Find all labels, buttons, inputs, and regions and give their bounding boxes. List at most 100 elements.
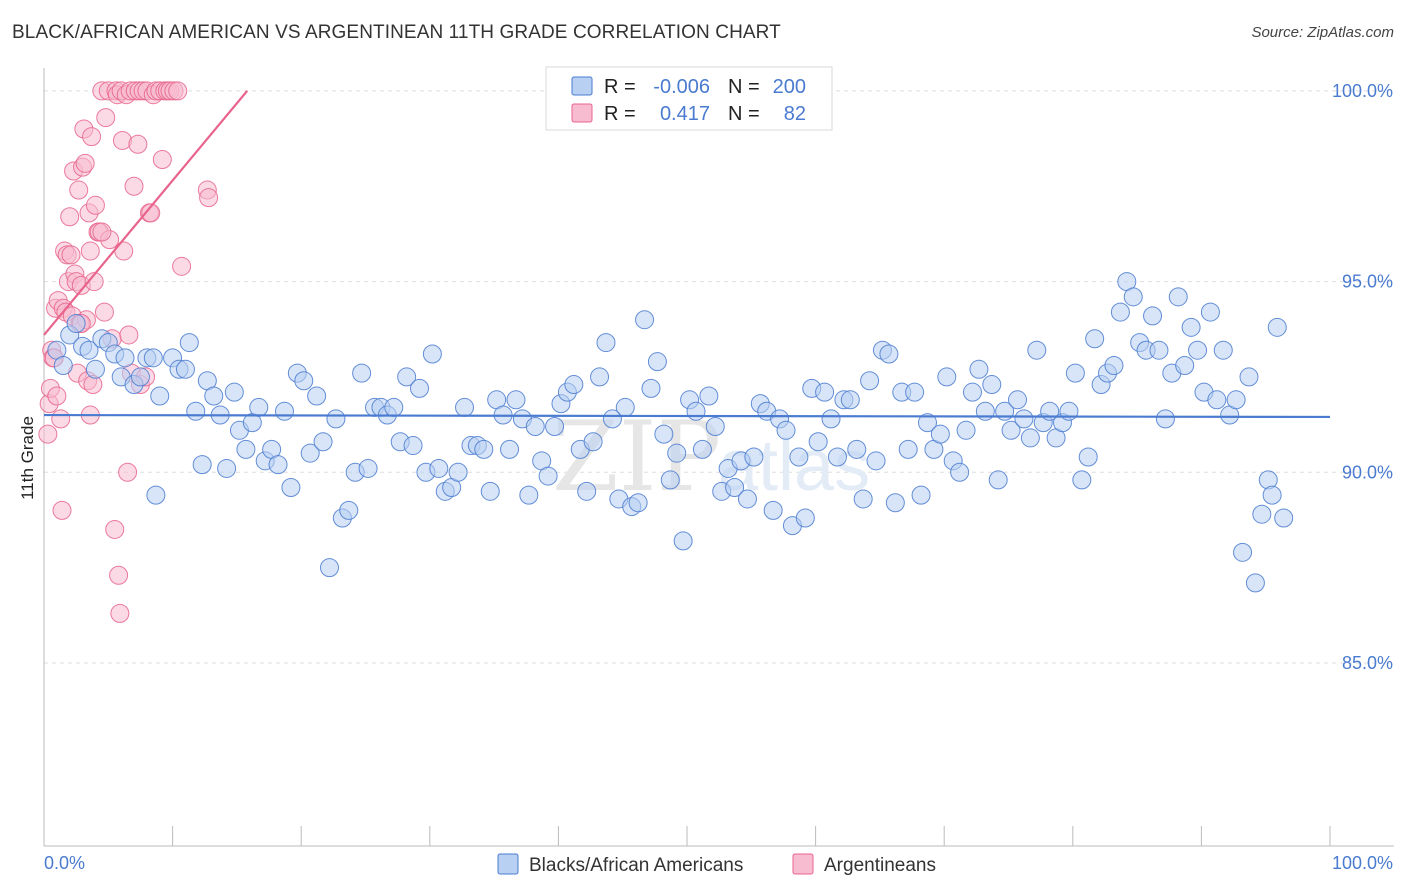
y-tick-label: 95.0% bbox=[1342, 272, 1393, 292]
blacks-point bbox=[602, 409, 622, 429]
argentineans-point bbox=[110, 603, 130, 623]
blacks-point bbox=[815, 382, 835, 402]
blacks-point bbox=[455, 397, 475, 417]
blacks-point bbox=[1008, 390, 1028, 410]
blacks-point bbox=[1065, 363, 1085, 383]
blacks-point bbox=[236, 439, 256, 459]
blacks-point bbox=[911, 485, 931, 505]
argentineans-trend-line bbox=[43, 90, 249, 336]
blacks-point bbox=[79, 340, 99, 360]
blacks-point bbox=[821, 409, 841, 429]
blacks-point bbox=[352, 363, 372, 383]
y-axis-title: 11th Grade bbox=[18, 416, 37, 500]
blacks-point bbox=[274, 401, 294, 421]
argentineans-point bbox=[128, 134, 148, 154]
blacks-point bbox=[905, 382, 925, 402]
blacks-point bbox=[422, 344, 442, 364]
blacks-point bbox=[217, 458, 237, 478]
blacks-point bbox=[917, 413, 937, 433]
blacks-point bbox=[1200, 302, 1220, 322]
x-tick-label-max: 100.0% bbox=[1332, 853, 1393, 873]
blacks-point bbox=[1085, 329, 1105, 349]
blacks-point bbox=[898, 439, 918, 459]
blacks-point bbox=[480, 481, 500, 501]
blacks-point bbox=[660, 470, 680, 490]
blacks-point bbox=[85, 359, 105, 379]
blacks-point bbox=[249, 397, 269, 417]
blacks-point bbox=[937, 367, 957, 387]
blacks-point bbox=[885, 493, 905, 513]
blacks-point bbox=[860, 371, 880, 391]
argentineans-point bbox=[141, 203, 161, 223]
blacks-point bbox=[1123, 287, 1143, 307]
blacks-point bbox=[654, 424, 674, 444]
blacks-point bbox=[66, 314, 86, 334]
argentineans-point bbox=[109, 565, 129, 585]
argentineans-point bbox=[96, 108, 116, 128]
blacks-point bbox=[358, 458, 378, 478]
blacks-point bbox=[53, 355, 73, 375]
blacks-point bbox=[667, 443, 687, 463]
blacks-point bbox=[699, 386, 719, 406]
blacks-point bbox=[500, 439, 520, 459]
blacks-point bbox=[950, 462, 970, 482]
argentineans-point bbox=[119, 325, 139, 345]
argentineans-point bbox=[199, 188, 219, 208]
blacks-point bbox=[506, 390, 526, 410]
blacks-point bbox=[705, 416, 725, 436]
argentineans-point bbox=[75, 153, 95, 173]
blacks-point bbox=[384, 397, 404, 417]
blacks-point bbox=[1027, 340, 1047, 360]
blacks-point bbox=[1110, 302, 1130, 322]
blacks-point bbox=[1267, 317, 1287, 337]
series-legend: Blacks/African Americans Argentineans bbox=[497, 853, 936, 876]
axes bbox=[43, 68, 1394, 847]
blacks-point bbox=[789, 447, 809, 467]
blacks-point bbox=[300, 443, 320, 463]
argentineans-point bbox=[84, 272, 104, 292]
blacks-point bbox=[339, 500, 359, 520]
blacks-point bbox=[1104, 355, 1124, 375]
blacks-point bbox=[1239, 367, 1259, 387]
blacks-point bbox=[224, 382, 244, 402]
argentineans-point bbox=[124, 176, 144, 196]
blacks-point bbox=[1226, 390, 1246, 410]
blacks-point bbox=[776, 420, 796, 440]
blacks-point bbox=[175, 359, 195, 379]
argentineans-point bbox=[168, 81, 188, 101]
blacks-point bbox=[962, 382, 982, 402]
blacks-point bbox=[795, 508, 815, 528]
blacks-point bbox=[1252, 504, 1272, 524]
blacks-point bbox=[186, 401, 206, 421]
legend-r-label-1: R = bbox=[604, 76, 636, 98]
blacks-point bbox=[1274, 508, 1294, 528]
blacks-point bbox=[313, 432, 333, 452]
blacks-point bbox=[410, 378, 430, 398]
bottom-legend-label-blue: Blacks/African Americans bbox=[529, 855, 743, 876]
blacks-point bbox=[840, 390, 860, 410]
blacks-point bbox=[1143, 306, 1163, 326]
blacks-point bbox=[853, 489, 873, 509]
legend-n-label-2: N = bbox=[728, 103, 760, 125]
blacks-point bbox=[628, 493, 648, 513]
blacks-point bbox=[519, 485, 539, 505]
blacks-point bbox=[525, 416, 545, 436]
blacks-point bbox=[969, 359, 989, 379]
blacks-point bbox=[1207, 390, 1227, 410]
legend-swatch-blue bbox=[571, 76, 593, 96]
legend-r-value-2: 0.417 bbox=[660, 103, 710, 125]
argentineans-point bbox=[47, 386, 67, 406]
blacks-point bbox=[564, 375, 584, 395]
argentineans-point bbox=[152, 150, 172, 170]
blacks-point bbox=[403, 436, 423, 456]
legend-n-value-2: 82 bbox=[784, 103, 806, 125]
blacks-point bbox=[319, 558, 339, 578]
argentineans-point bbox=[114, 241, 134, 261]
correlation-legend: R = -0.006 N = 200 R = 0.417 N = 82 bbox=[545, 66, 833, 131]
blacks-point bbox=[1072, 470, 1092, 490]
argentineans-point bbox=[69, 180, 89, 200]
blacks-point bbox=[429, 458, 449, 478]
blacks-points bbox=[47, 272, 1294, 593]
blacks-point bbox=[143, 348, 163, 368]
